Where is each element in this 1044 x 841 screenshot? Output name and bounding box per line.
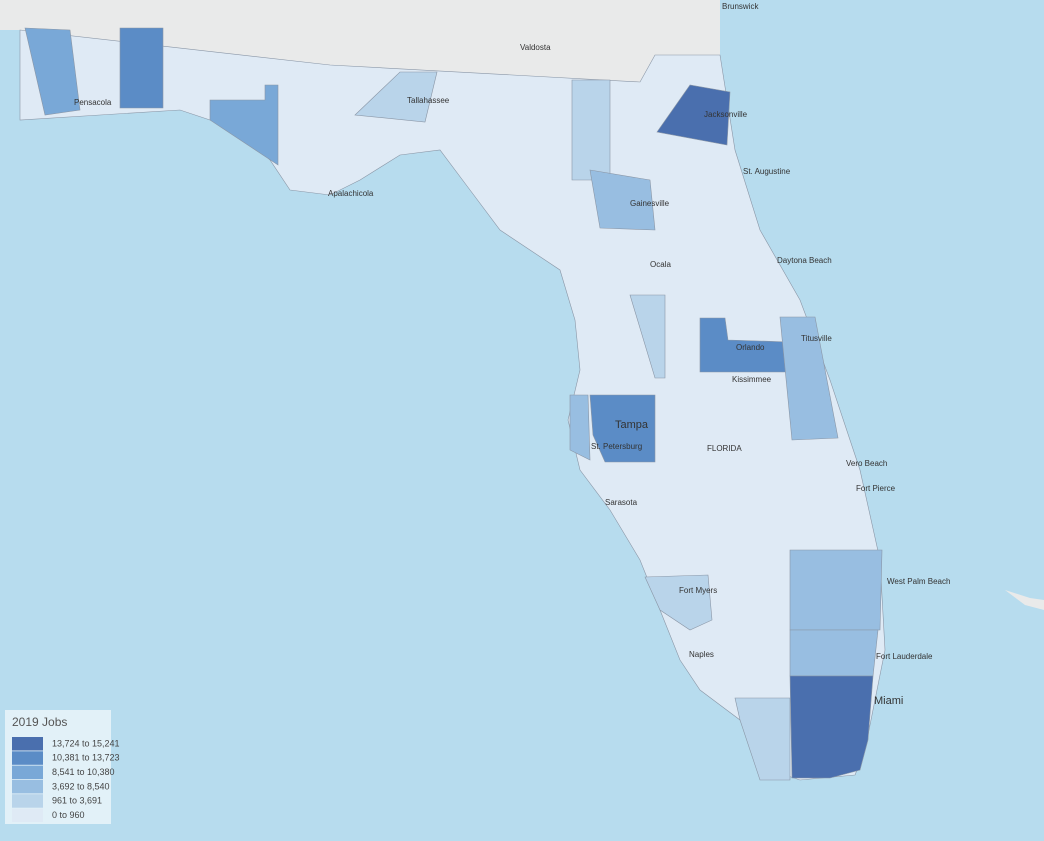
city-label: Daytona Beach (777, 256, 832, 265)
legend-swatch (12, 794, 43, 808)
county (209, 84, 279, 166)
legend-label: 13,724 to 15,241 (52, 738, 120, 748)
county (656, 84, 731, 146)
legend-title: 2019 Jobs (12, 715, 67, 729)
county (571, 79, 611, 181)
city-label: St. Augustine (743, 167, 791, 176)
legend-swatch (12, 779, 43, 794)
county (629, 294, 666, 379)
city-label: Tampa (615, 419, 649, 431)
state-label: FLORIDA (707, 444, 742, 453)
legend-label: 961 to 3,691 (52, 796, 102, 806)
city-label: Tallahassee (407, 96, 450, 105)
legend-label: 8,541 to 10,380 (52, 767, 115, 777)
county (789, 549, 883, 631)
city-label: Miami (874, 695, 903, 707)
city-label: Pensacola (74, 98, 112, 107)
city-label: Brunswick (722, 2, 759, 11)
county (789, 675, 874, 779)
county (24, 27, 81, 116)
county (789, 629, 879, 677)
city-label: Vero Beach (846, 459, 887, 468)
legend-swatch (12, 737, 43, 751)
city-label: Valdosta (520, 43, 551, 52)
legend-label: 10,381 to 13,723 (52, 753, 120, 763)
county (779, 316, 839, 441)
city-label: Fort Pierce (856, 484, 896, 493)
city-label: Fort Lauderdale (876, 652, 933, 661)
legend-label: 3,692 to 8,540 (52, 781, 110, 791)
legend-swatch (12, 751, 43, 765)
legend: 2019 Jobs 13,724 to 15,241 10,381 to 13,7… (5, 710, 120, 824)
land-bahamas (1005, 590, 1044, 610)
city-label: Gainesville (630, 199, 670, 208)
county (119, 27, 164, 109)
legend-swatch (12, 765, 43, 780)
city-label: Kissimmee (732, 375, 772, 384)
county (569, 394, 591, 461)
legend-label: 0 to 960 (52, 810, 85, 820)
legend-swatch (12, 808, 43, 822)
county (354, 71, 438, 123)
county (589, 169, 656, 231)
city-label: Fort Myers (679, 586, 717, 595)
land-north (0, 0, 720, 82)
city-label: St. Petersburg (591, 442, 642, 451)
county (734, 697, 791, 781)
city-label: West Palm Beach (887, 577, 950, 586)
city-label: Jacksonville (704, 110, 748, 119)
city-label: Apalachicola (328, 189, 374, 198)
county (644, 574, 713, 631)
florida (19, 27, 886, 781)
city-label: Sarasota (605, 498, 638, 507)
city-label: Titusville (801, 334, 832, 343)
city-label: Ocala (650, 260, 671, 269)
city-label: Orlando (736, 343, 765, 352)
city-label: Naples (689, 650, 714, 659)
city-labels: Brunswick Valdosta Pensacola Tallahassee… (74, 2, 950, 707)
county (589, 394, 656, 463)
